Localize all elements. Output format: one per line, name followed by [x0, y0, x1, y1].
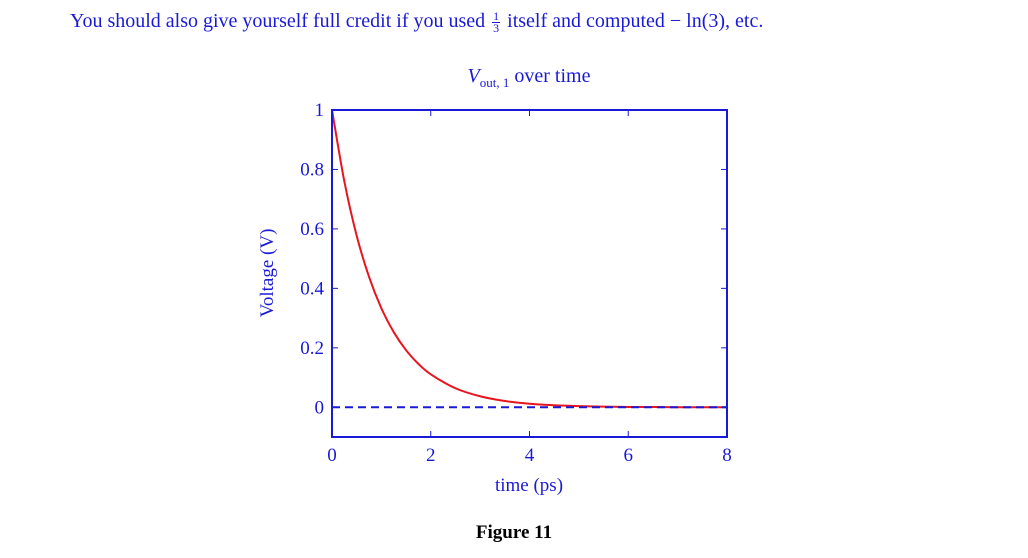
intro-math-expression: − ln(3) [669, 10, 726, 32]
voltage-decay-chart: Vout, 1 over time 0 2 4 6 8 0 0.2 0.4 0.6 0.8 1 ti… [257, 65, 732, 496]
chart-title: Vout, 1 over time [468, 65, 591, 90]
y-tick-label: 0.2 [300, 338, 324, 359]
plot-area: 0 2 4 6 8 0 0.2 0.4 0.6 0.8 1 [300, 100, 732, 466]
x-tick-label: 2 [426, 445, 436, 466]
fraction-numerator: 1 [492, 8, 501, 23]
y-tick-label: 1 [315, 100, 325, 121]
x-tick-label: 4 [525, 445, 535, 466]
chart-title-symbol: V [468, 65, 483, 87]
y-tick-label: 0.4 [300, 278, 324, 299]
y-tick-label: 0 [315, 397, 325, 418]
intro-text-end: , etc. [725, 10, 764, 32]
figure-caption: Figure 11 [475, 522, 553, 543]
x-axis-label: time (ps) [495, 475, 563, 496]
x-tick-label: 8 [722, 445, 732, 466]
y-tick-label: 0.8 [300, 159, 324, 180]
chart-title-rest: over time [509, 65, 590, 87]
x-tick-label: 0 [327, 445, 337, 466]
intro-text-middle: itself and computed [502, 10, 670, 32]
plot-frame [331, 109, 728, 438]
intro-sentence: You should also give yourself full credi… [70, 10, 763, 34]
intro-text-start: You should also give yourself full credi… [70, 10, 491, 32]
y-tick-label: 0.6 [300, 219, 324, 240]
x-tick-label: 6 [624, 445, 634, 466]
chart-title-subscript: out, 1 [480, 75, 510, 90]
decay-curve [331, 109, 727, 409]
y-axis-label: Voltage (V) [257, 229, 278, 318]
fraction-denominator: 3 [493, 20, 500, 35]
